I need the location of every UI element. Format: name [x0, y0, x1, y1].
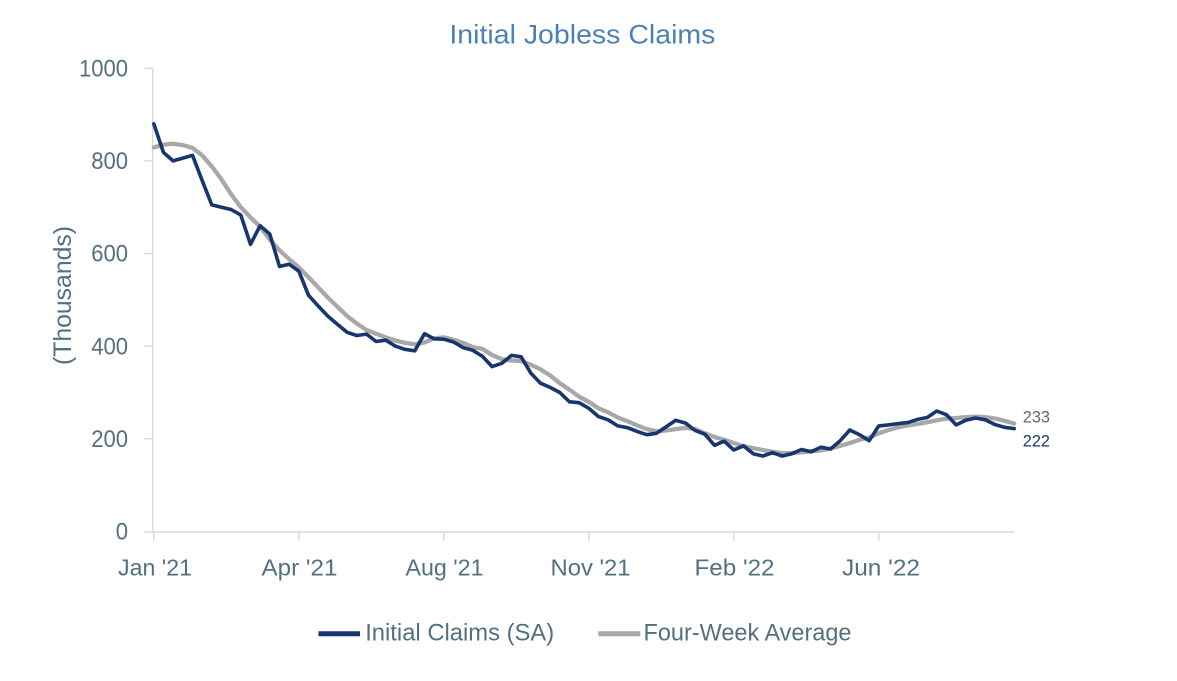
- svg-text:200: 200: [91, 426, 128, 453]
- svg-text:233: 233: [1023, 408, 1050, 427]
- svg-text:0: 0: [116, 519, 128, 546]
- svg-text:(Thousands): (Thousands): [49, 226, 77, 365]
- svg-text:1000: 1000: [79, 55, 128, 82]
- svg-text:Aug '21: Aug '21: [406, 555, 484, 581]
- svg-text:400: 400: [91, 333, 128, 360]
- svg-text:Initial Claims (SA): Initial Claims (SA): [365, 619, 554, 646]
- svg-text:222: 222: [1023, 432, 1050, 451]
- svg-text:Feb '22: Feb '22: [695, 555, 775, 581]
- svg-text:800: 800: [91, 148, 128, 175]
- svg-text:600: 600: [91, 241, 128, 268]
- svg-text:Jun '22: Jun '22: [842, 555, 920, 581]
- svg-text:Jan '21: Jan '21: [118, 555, 192, 581]
- svg-text:Apr '21: Apr '21: [262, 555, 338, 581]
- svg-text:Initial Jobless Claims: Initial Jobless Claims: [449, 19, 715, 49]
- svg-text:Nov '21: Nov '21: [551, 555, 631, 581]
- svg-text:Four-Week Average: Four-Week Average: [644, 619, 852, 646]
